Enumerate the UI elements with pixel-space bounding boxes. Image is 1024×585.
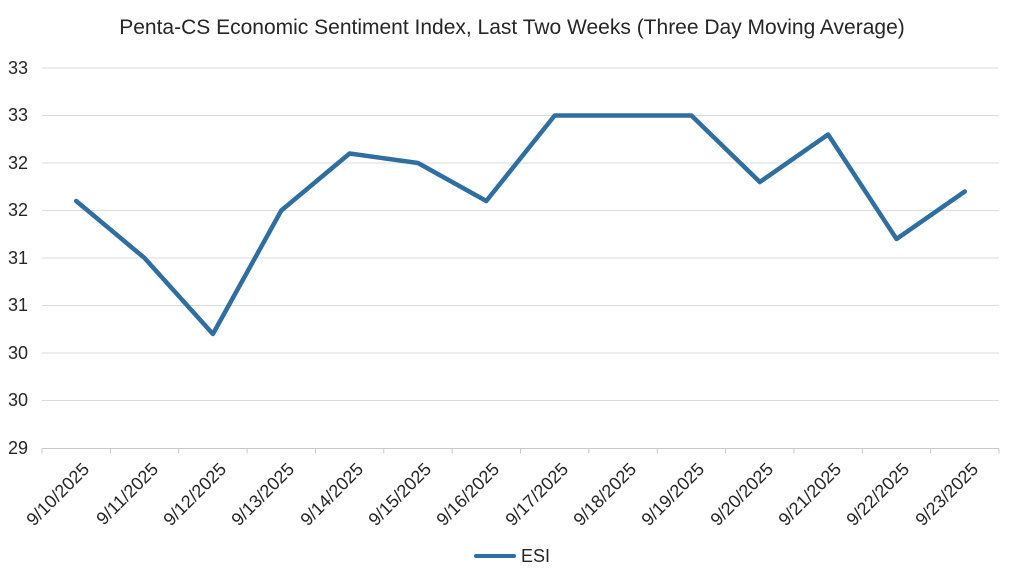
series-line-esi [73,113,968,337]
y-axis-label: 31 [7,247,28,268]
legend: ESI [0,545,1024,567]
y-axis-label: 32 [7,152,28,173]
y-axis-label: 32 [7,200,28,220]
legend-line-swatch [473,553,516,559]
y-axis-label: 31 [7,295,28,315]
legend-label: ESI [520,545,550,566]
chart-title: Penta-CS Economic Sentiment Index, Last … [119,16,905,39]
y-axis-label: 29 [7,437,28,458]
y-axis-label: 33 [7,105,28,125]
y-axis-label: 30 [7,342,28,363]
y-axis-label: 33 [7,57,28,78]
y-axis-label: 30 [7,390,28,410]
